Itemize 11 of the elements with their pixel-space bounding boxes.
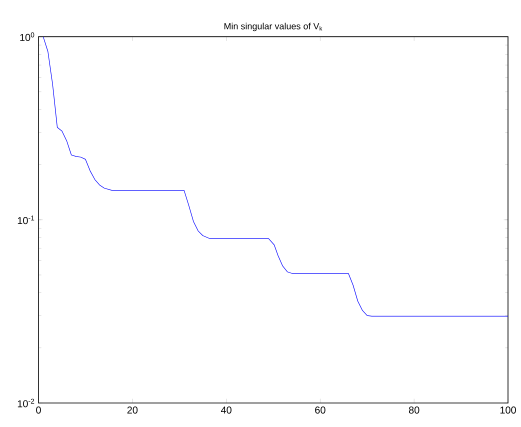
line-series (42, 36, 508, 316)
y-tick-label: 10$^{-1}$ (18, 216, 34, 224)
x-tick-label: 80 (408, 406, 420, 414)
x-tick-label: 20 (127, 406, 138, 414)
y-tick-label: 10$^{0}$ (20, 32, 34, 41)
chart-title: Min singular values of V$_{k}$ (224, 22, 322, 32)
x-tick-label: 40 (220, 406, 232, 414)
x-tick-label: 100 (500, 406, 516, 414)
y-tick-label: 10$^{-2}$ (18, 398, 34, 408)
x-tick-label: 0 (36, 406, 41, 414)
x-tick-label: 60 (315, 406, 326, 414)
